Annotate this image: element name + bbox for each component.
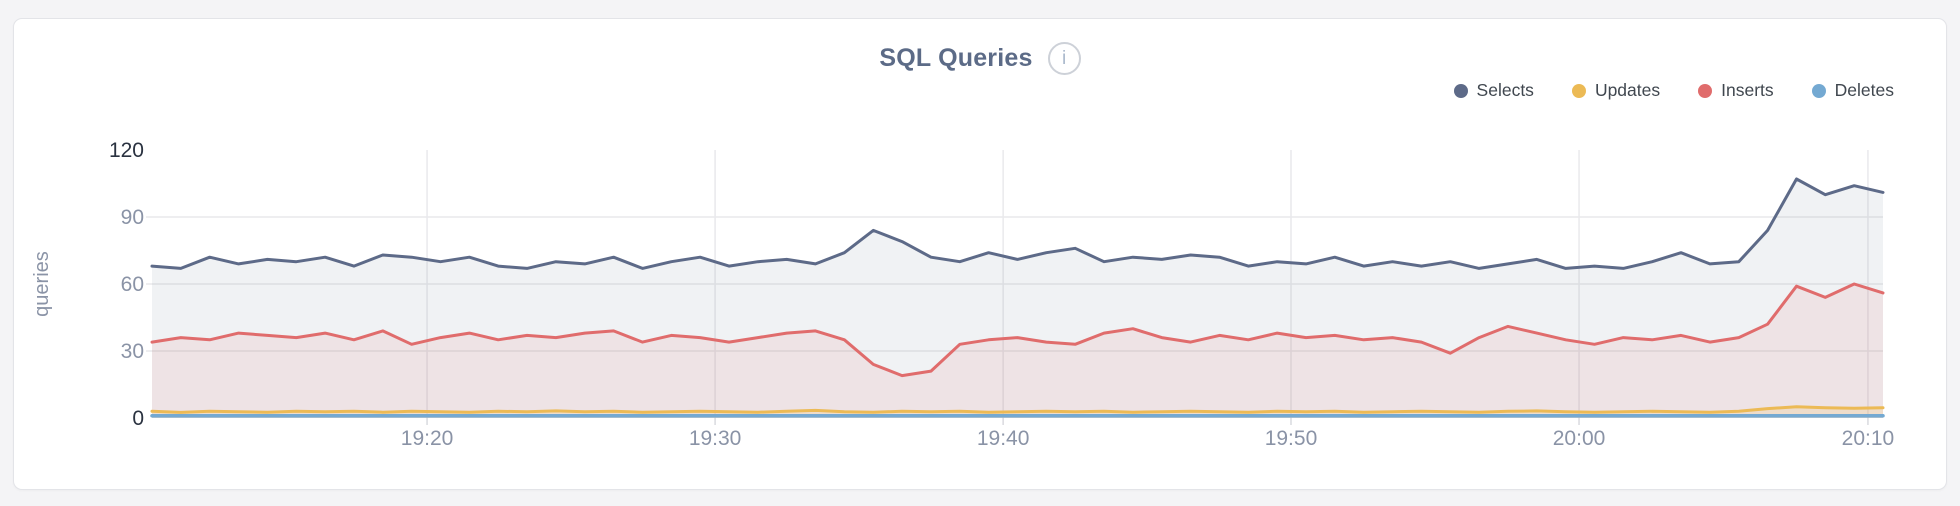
deletes-dot-icon: [1811, 83, 1826, 98]
series-inserts-line: [150, 282, 1885, 378]
series-selects-area: [152, 179, 1883, 418]
plot-area[interactable]: [152, 150, 1883, 418]
chart-title: SQL Queries: [879, 44, 1033, 72]
y-tick-label: 120: [109, 139, 144, 162]
legend-item-deletes[interactable]: Deletes: [1811, 80, 1894, 101]
series-inserts: [150, 282, 1885, 418]
legend-item-updates[interactable]: Updates: [1571, 80, 1661, 101]
x-tick-label: 20:00: [1553, 427, 1606, 450]
legend-label: Deletes: [1834, 80, 1894, 100]
series-selects-line: [150, 177, 1885, 270]
y-tick-label: 0: [132, 407, 144, 430]
gridlines: [146, 150, 1883, 425]
legend-label: Inserts: [1721, 80, 1774, 100]
y-tick-label: 60: [121, 273, 144, 296]
x-tick-label: 19:20: [401, 427, 454, 450]
x-tick-label: 19:50: [1265, 427, 1318, 450]
selects-dot-icon: [1453, 83, 1468, 98]
series-inserts-area: [152, 284, 1883, 418]
x-axis-labels: 19:20 19:30 19:40 19:50 20:00 20:10: [401, 427, 1894, 450]
updates-dot-icon: [1571, 83, 1586, 98]
legend-label: Updates: [1594, 80, 1661, 100]
info-icon[interactable]: i: [1047, 42, 1081, 75]
y-axis-title: queries: [31, 251, 53, 317]
chart-legend: Selects Updates Inserts Deletes: [1453, 80, 1894, 101]
x-tick-label: 19:30: [689, 427, 742, 450]
series-deletes: [150, 414, 1885, 418]
y-axis-labels: 0 30 60 90 120: [109, 139, 144, 430]
y-tick-label: 90: [121, 206, 144, 229]
x-tick-label: 20:10: [1842, 427, 1895, 450]
legend-label: Selects: [1476, 80, 1534, 100]
series-updates-line: [150, 405, 1885, 414]
inserts-dot-icon: [1698, 83, 1713, 98]
x-tick-label: 19:40: [977, 427, 1030, 450]
y-tick-label: 30: [121, 340, 144, 363]
series-selects: [150, 177, 1885, 418]
chart-header: SQL Queries i: [0, 42, 1960, 75]
legend-item-inserts[interactable]: Inserts: [1698, 80, 1774, 101]
legend-item-selects[interactable]: Selects: [1453, 80, 1534, 101]
